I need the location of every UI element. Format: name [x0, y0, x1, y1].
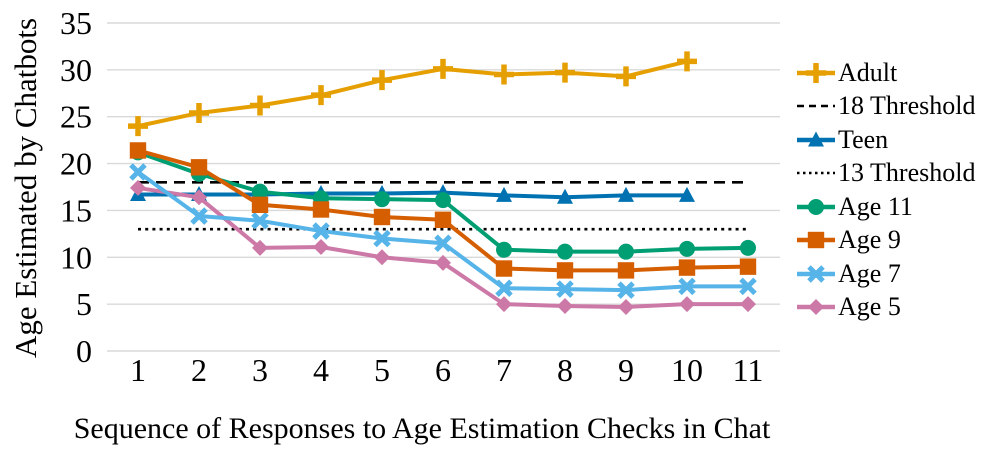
- x-tick-label: 1: [130, 352, 146, 388]
- legend-label: Teen: [838, 124, 889, 154]
- legend-label: 13 Threshold: [838, 158, 976, 188]
- legend-item-13-threshold: 13 Threshold: [797, 157, 975, 191]
- teen-line-icon: [797, 131, 835, 147]
- x-tick-label: 11: [733, 352, 764, 388]
- legend-item-age-5: Age 5: [797, 291, 975, 325]
- legend-item-age-9: Age 9: [797, 224, 975, 258]
- x-tick-label: 5: [374, 352, 390, 388]
- x-tick-label: 7: [496, 352, 512, 388]
- y-tick-label: 10: [60, 239, 92, 275]
- adult-line-icon: [797, 62, 835, 83]
- age-5-line-icon: [797, 299, 835, 316]
- legend-item-18-threshold: 18 Threshold: [797, 90, 975, 124]
- legend: Adult 18 Threshold Teen 13 Threshold Age…: [797, 56, 975, 324]
- y-tick-label: 20: [60, 146, 92, 182]
- series-age-11: [130, 144, 756, 260]
- x-tick-label: 3: [252, 352, 268, 388]
- y-tick-label: 15: [60, 192, 92, 228]
- dashed-line-icon: [797, 104, 835, 108]
- legend-label: Age 9: [838, 225, 901, 255]
- legend-label: Age 7: [838, 258, 901, 288]
- y-tick-label: 5: [76, 286, 92, 322]
- x-tick-label: 6: [435, 352, 451, 388]
- series-adult: [128, 51, 697, 137]
- y-tick-label: 35: [60, 5, 92, 41]
- age-9-line-icon: [797, 232, 835, 249]
- legend-item-age-11: Age 11: [797, 190, 975, 224]
- legend-label: Age 5: [838, 292, 901, 322]
- x-tick-label: 4: [313, 352, 329, 388]
- series-age-7: [129, 163, 757, 299]
- dotted-line-icon: [797, 171, 835, 175]
- age-11-line-icon: [797, 198, 835, 215]
- legend-item-adult: Adult: [797, 56, 975, 90]
- x-tick-label: 9: [618, 352, 634, 388]
- x-tick-label: 10: [671, 352, 703, 388]
- y-tick-label: 0: [76, 333, 92, 369]
- legend-label: Adult: [838, 57, 898, 87]
- legend-label: 18 Threshold: [838, 91, 976, 121]
- age-7-line-icon: [797, 264, 835, 283]
- series-age-9: [129, 142, 757, 279]
- legend-item-teen: Teen: [797, 123, 975, 157]
- series-age-5: [130, 179, 756, 315]
- x-tick-label: 8: [557, 352, 573, 388]
- axis-tick-labels: 0 5 10 15 20 25 30 35 1 2 3 4 5 6 7 8 9 10 11: [60, 5, 763, 388]
- y-tick-label: 30: [60, 52, 92, 88]
- y-tick-label: 25: [60, 99, 92, 135]
- x-axis-title: Sequence of Responses to Age Estimation …: [73, 412, 771, 445]
- legend-item-age-7: Age 7: [797, 257, 975, 291]
- x-tick-label: 2: [191, 352, 207, 388]
- legend-label: Age 11: [838, 191, 913, 221]
